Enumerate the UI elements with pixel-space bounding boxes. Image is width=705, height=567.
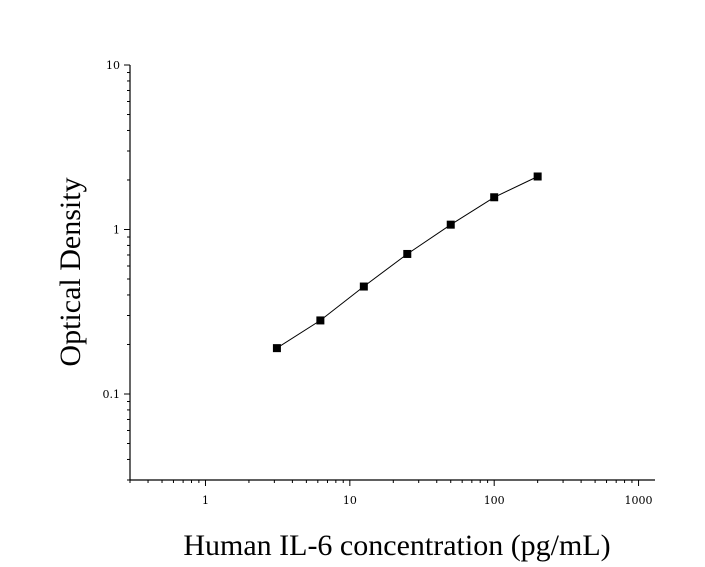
data-point — [359, 282, 368, 291]
fit-curve — [276, 176, 538, 349]
x-tick-label: 1 — [202, 494, 209, 507]
y-tick-label: 10 — [106, 59, 120, 72]
ticks: 1 10 100 1000 0.1 1 10 — [103, 59, 653, 507]
y-axis-title: Optical Density — [54, 177, 87, 366]
y-tick-label: 0.1 — [103, 388, 121, 401]
x-axis-title: Human IL-6 concentration (pg/mL) — [183, 529, 610, 562]
x-tick-label: 100 — [484, 494, 505, 507]
axes — [129, 65, 655, 481]
data-point — [446, 220, 455, 229]
data-point — [490, 193, 499, 202]
data-point — [316, 316, 325, 325]
data-point — [533, 172, 542, 181]
data-point — [403, 249, 412, 258]
x-tick-label: 10 — [343, 494, 357, 507]
data-point — [272, 344, 281, 353]
x-tick-label: 1000 — [625, 494, 653, 507]
data-points — [272, 172, 542, 353]
y-tick-label: 1 — [113, 223, 120, 236]
